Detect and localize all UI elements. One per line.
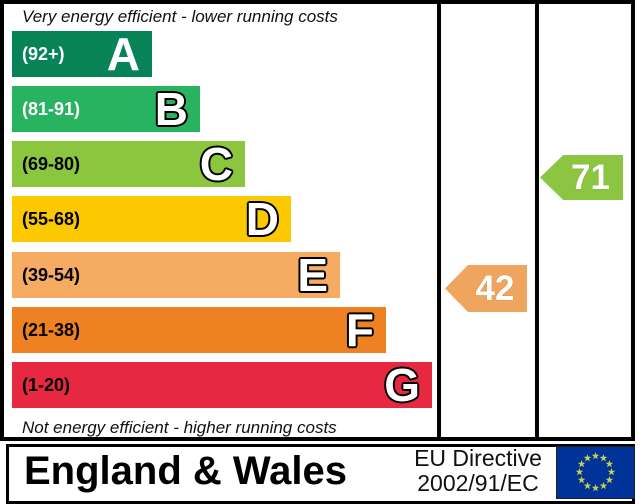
band-row-b: (81-91) B — [12, 86, 200, 132]
band-range-label: (39-54) — [22, 264, 81, 285]
band-letter: E — [297, 249, 328, 301]
band-letter: G — [384, 359, 420, 411]
band-letter: D — [245, 193, 279, 245]
top-caption: Very energy efficient - lower running co… — [22, 7, 338, 26]
band-range-label: (92+) — [22, 43, 65, 64]
region-label: England & Wales — [24, 449, 348, 493]
band-row-g: (1-20) G — [12, 362, 432, 408]
eu-directive-line2: 2002/91/EC — [417, 470, 539, 496]
current-column-divider — [437, 0, 441, 441]
band-row-c: (69-80) C — [12, 141, 245, 187]
potential-rating-value: 71 — [571, 158, 610, 197]
band-letter: A — [106, 28, 140, 80]
band-row-a: (92+) A — [12, 31, 152, 77]
band-range-label: (55-68) — [22, 208, 81, 229]
band-letter: B — [154, 83, 188, 135]
band-range-label: (81-91) — [22, 98, 81, 119]
band-letter: C — [199, 138, 233, 190]
bottom-caption: Not energy efficient - higher running co… — [22, 418, 337, 437]
band-range-label: (1-20) — [22, 374, 71, 395]
band-row-d: (55-68) D — [12, 196, 291, 242]
current-rating-value: 42 — [475, 269, 515, 308]
band-letter: F — [345, 304, 374, 356]
band-range-label: (69-80) — [22, 153, 81, 174]
band-range-label: (21-38) — [22, 319, 81, 340]
band-row-e: (39-54) E — [12, 252, 340, 298]
eu-flag-icon — [556, 446, 635, 499]
eu-directive-line1: EU Directive — [414, 445, 542, 471]
eu-directive-label: EU Directive 2002/91/EC — [408, 446, 548, 496]
energy-rating-chart: Very energy efficient - lower running co… — [0, 0, 635, 441]
potential-column-divider — [535, 0, 539, 441]
band-row-f: (21-38) F — [12, 307, 386, 353]
